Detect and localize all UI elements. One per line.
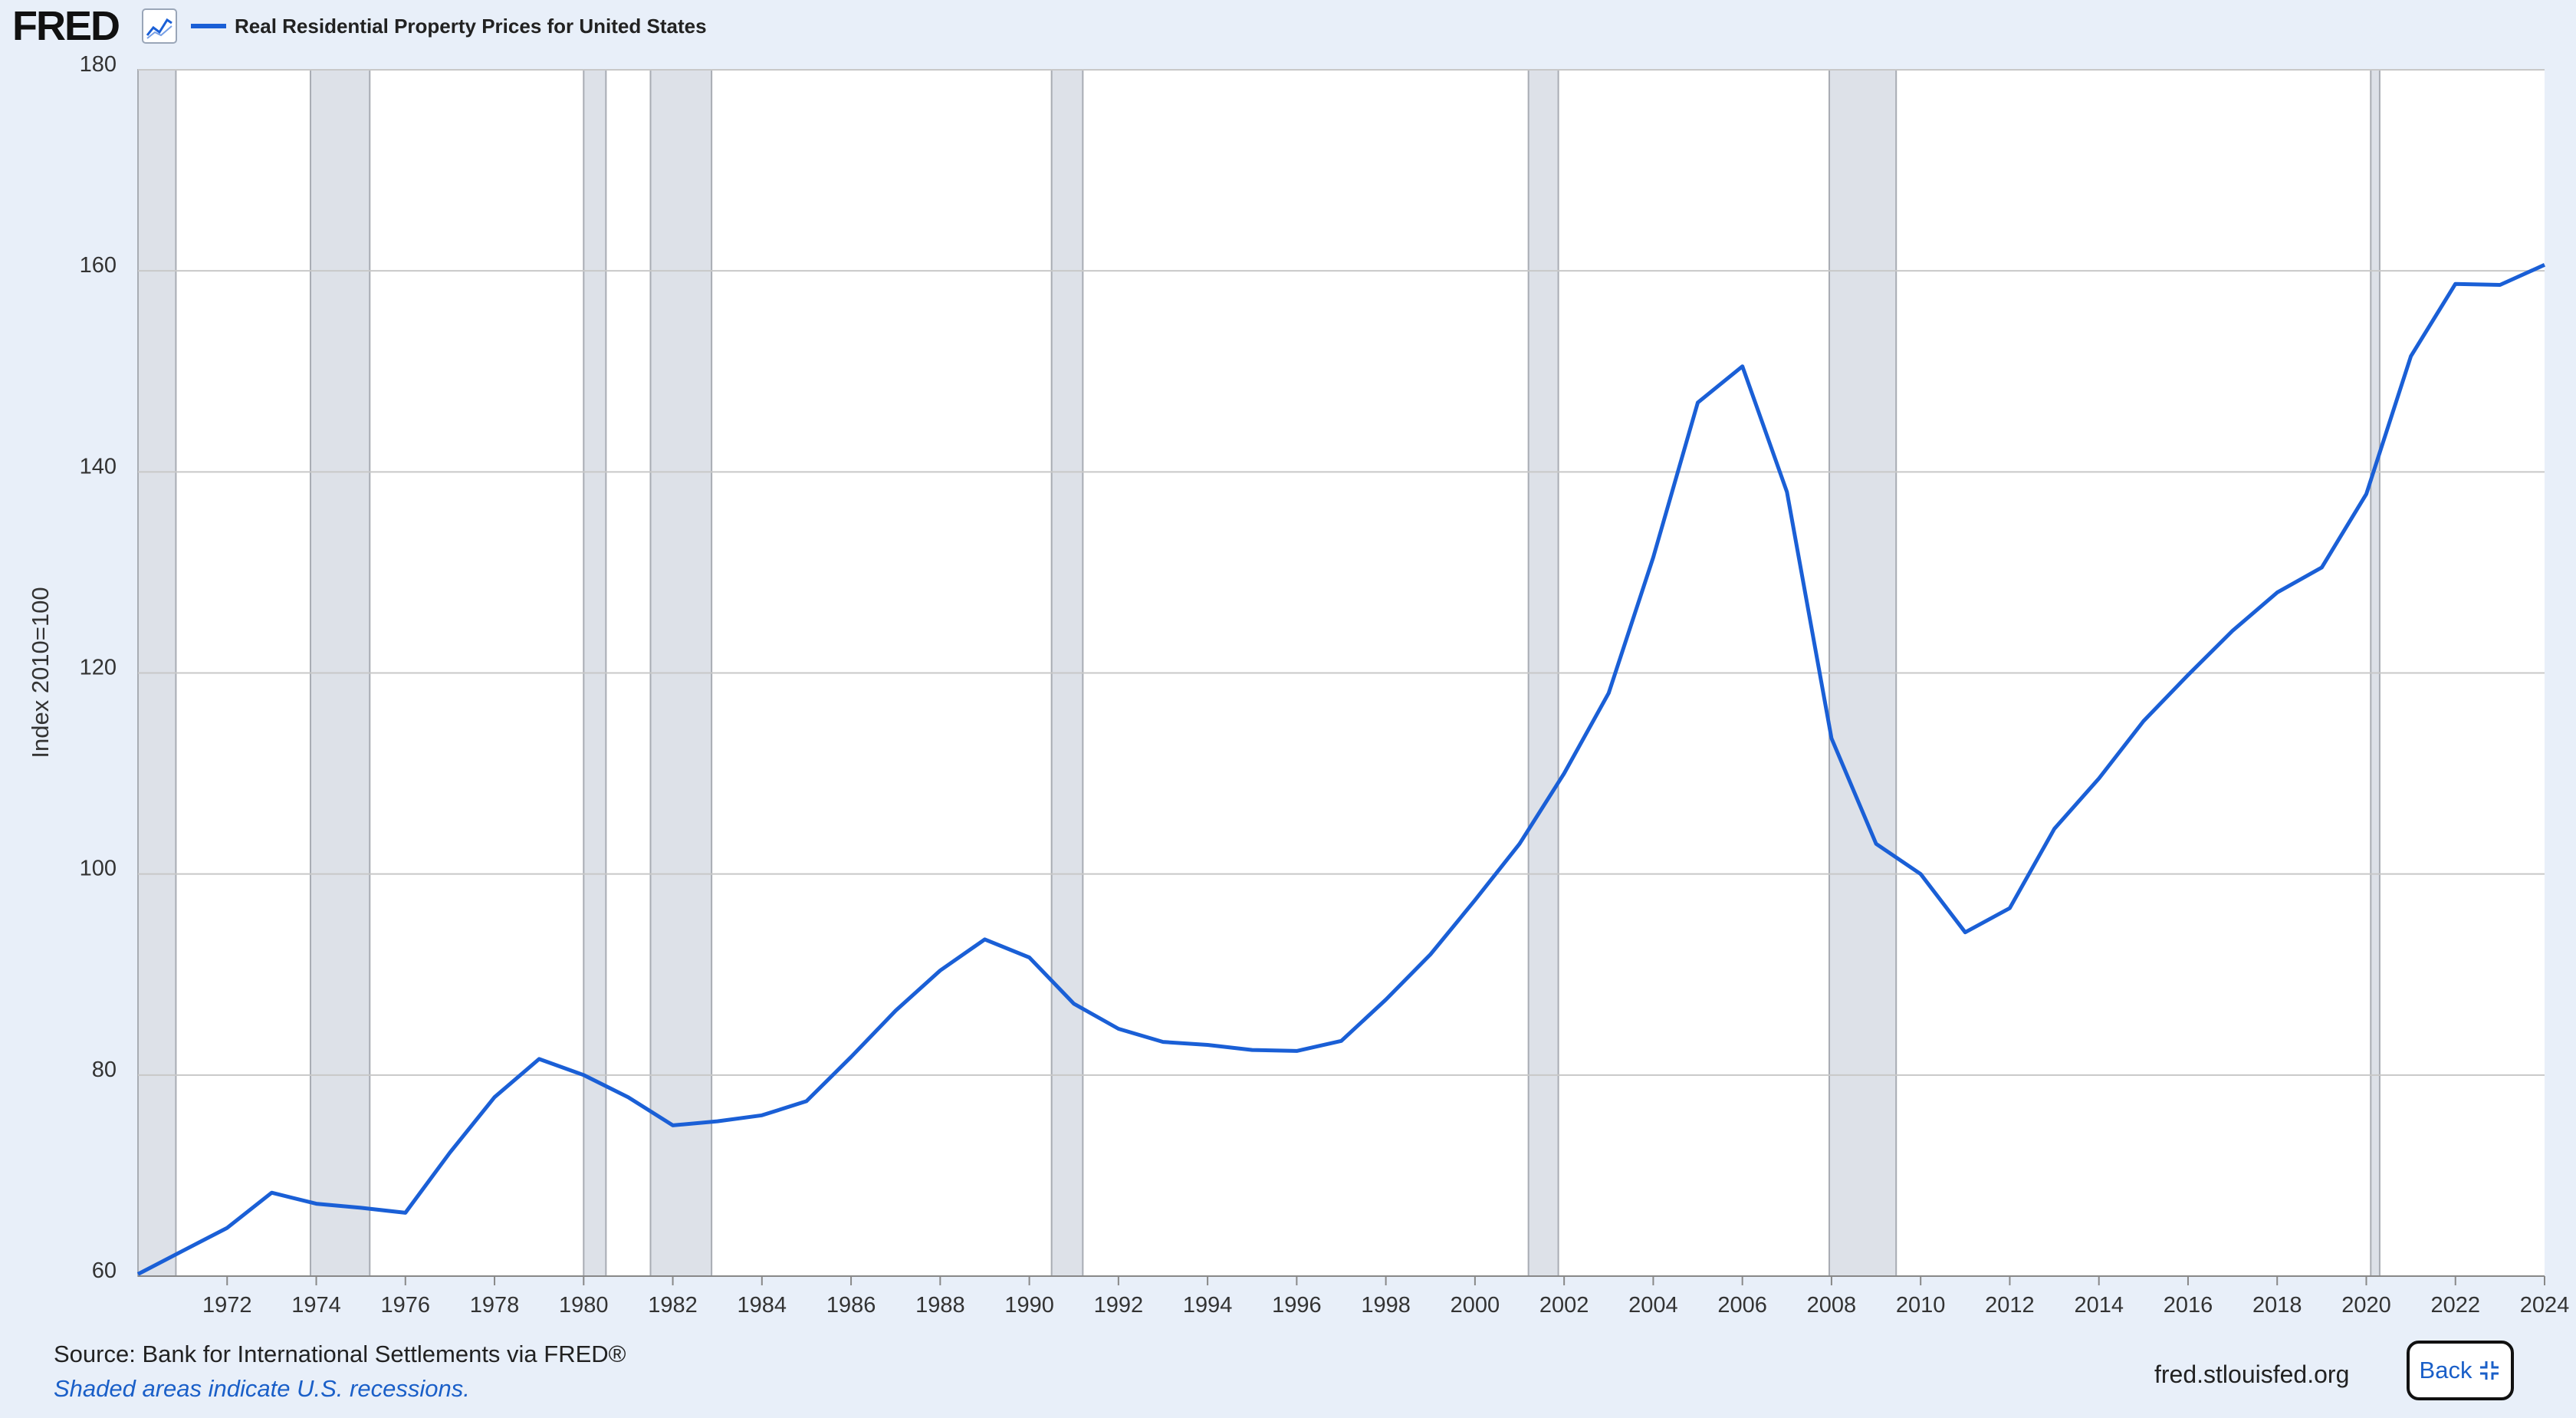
x-tick-label: 2024: [2520, 1293, 2570, 1318]
x-tick-label: 2020: [2341, 1293, 2391, 1318]
y-tick-label: 180: [80, 52, 117, 77]
legend-label: Real Residential Property Prices for Uni…: [235, 15, 707, 38]
y-tick-label: 80: [92, 1058, 117, 1082]
x-tick-label: 1980: [559, 1293, 609, 1318]
x-tick-label: 1994: [1183, 1293, 1233, 1318]
x-tick-label: 2004: [1628, 1293, 1678, 1318]
x-tick-label: 2006: [1717, 1293, 1767, 1318]
y-tick-label: 160: [80, 253, 117, 278]
y-tick-label: 60: [92, 1258, 117, 1283]
series-line: [136, 263, 2546, 1276]
y-tick-label: 100: [80, 857, 117, 881]
y-axis-ticks: 60 80 100 120 140 160 180: [80, 52, 117, 1283]
collapse-icon: [2480, 1361, 2499, 1380]
x-tick-label: 1974: [291, 1293, 341, 1318]
x-tick-label: 1976: [381, 1293, 431, 1318]
x-tick-label: 1986: [826, 1293, 876, 1318]
x-tick-label: 2012: [1985, 1293, 2035, 1318]
x-tick-label: 1988: [915, 1293, 965, 1318]
x-axis-ticks: 1972 1974 1976 1978 1980 1982 1984 1986 1988 1990…: [202, 1276, 2569, 1318]
line-chart-icon: [142, 8, 177, 44]
x-tick-label: 1992: [1094, 1293, 1144, 1318]
x-tick-label: 2000: [1451, 1293, 1500, 1318]
back-button[interactable]: Back: [2407, 1341, 2514, 1400]
y-tick-label: 120: [80, 656, 117, 680]
site-url[interactable]: fred.stlouisfed.org: [2154, 1360, 2350, 1388]
x-tick-label: 1996: [1272, 1293, 1322, 1318]
x-tick-label: 2010: [1896, 1293, 1946, 1318]
recession-note: Shaded areas indicate U.S. recessions.: [54, 1375, 470, 1402]
x-tick-label: 1982: [648, 1293, 698, 1318]
x-tick-label: 2022: [2430, 1293, 2480, 1318]
y-tick-label: 140: [80, 454, 117, 479]
x-tick-label: 2018: [2252, 1293, 2302, 1318]
x-tick-label: 1978: [470, 1293, 520, 1318]
y-axis-label: Index 2010=100: [27, 587, 54, 758]
x-tick-label: 2016: [2164, 1293, 2213, 1318]
x-tick-label: 2014: [2074, 1293, 2124, 1318]
x-tick-label: 2002: [1539, 1293, 1589, 1318]
source-text: Source: Bank for International Settlemen…: [54, 1341, 626, 1367]
fred-logo[interactable]: FRED: [12, 3, 120, 49]
x-tick-label: 2008: [1807, 1293, 1857, 1318]
x-tick-label: 1990: [1004, 1293, 1054, 1318]
x-tick-label: 1972: [202, 1293, 252, 1318]
x-tick-label: 1984: [738, 1293, 787, 1318]
x-tick-label: 1998: [1361, 1293, 1411, 1318]
back-label: Back: [2419, 1357, 2472, 1383]
